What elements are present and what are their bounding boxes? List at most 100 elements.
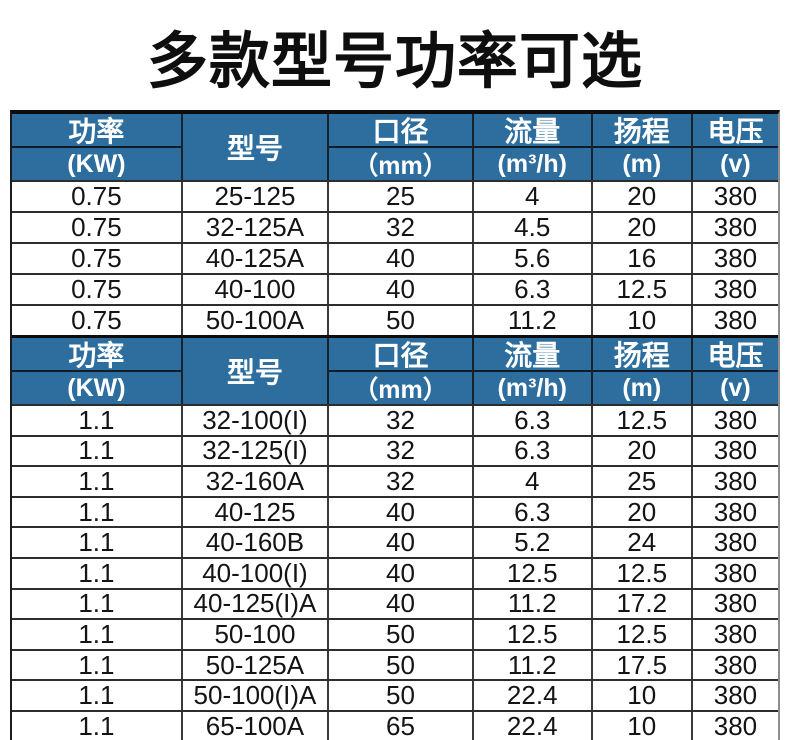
cell-diameter: 40: [329, 274, 474, 304]
cell-power: 0.75: [12, 212, 183, 242]
cell-voltage: 380: [713, 710, 758, 740]
header-unit-flow: (m³/h): [497, 373, 567, 402]
cell-head: 17.2: [593, 588, 693, 618]
header-cell-head: 扬程 (m): [592, 114, 693, 180]
cell-voltage: 380: [713, 680, 758, 711]
table-header-1: 功率 (KW) 型号 口径 （mm） 流量 (m³/h) 扬程 (m) 电压 (v): [12, 335, 778, 404]
cell-voltage: 380: [713, 212, 758, 242]
cell-model: 40-160B: [183, 527, 330, 557]
cell-model: 40-125A: [183, 243, 330, 273]
cell-power: 1.1: [12, 405, 183, 435]
cell-flow: 4: [474, 181, 593, 211]
cell-diameter: 25: [329, 181, 474, 211]
cell-model: 50-100(I)A: [183, 680, 330, 710]
cell-power: 1.1: [12, 711, 183, 740]
header-unit-voltage: (v): [720, 373, 751, 402]
table-section-0: 0.75 25-125 25 4 20 380 0.75 32-125A 32 4.5 20 380 0…: [12, 180, 778, 335]
cell-flow: 4: [474, 466, 593, 496]
header-label-model: 型号: [226, 133, 283, 164]
cell-model: 40-125: [183, 497, 330, 527]
header-cell-flow: 流量 (m³/h): [473, 338, 593, 404]
header-unit-head: (m): [622, 149, 662, 178]
cell-flow: 6.3: [474, 405, 593, 435]
cell-voltage: 380: [713, 435, 758, 466]
cell-model: 32-125(I): [183, 435, 330, 465]
cell-diameter: 32: [329, 212, 474, 242]
header-unit-power: (KW): [67, 373, 126, 402]
cell-diameter: 40: [329, 497, 474, 527]
cell-diameter: 40: [329, 527, 474, 557]
table-row: 1.1 50-100(I)A 50 22.4 10 380: [12, 679, 778, 710]
cell-power: 1.1: [12, 680, 183, 710]
cell-flow: 4.5: [474, 212, 593, 242]
cell-voltage: 380: [713, 557, 758, 588]
table-row: 1.1 50-100 50 12.5 12.5 380: [12, 618, 778, 649]
header-unit-flow: (m³/h): [497, 149, 567, 178]
header-label-diameter: 口径: [329, 114, 472, 148]
cell-flow: 22.4: [474, 711, 593, 740]
header-label-flow: 流量: [473, 114, 591, 148]
cell-power: 0.75: [12, 181, 183, 211]
table-row: 1.1 40-100(I) 40 12.5 12.5 380: [12, 556, 778, 588]
header-cell-voltage: 电压 (v): [692, 114, 778, 180]
cell-power: 1.1: [12, 619, 183, 649]
cell-head: 20: [593, 497, 693, 527]
cell-voltage: 380: [713, 465, 758, 496]
cell-head: 12.5: [593, 558, 693, 588]
table-row: 1.1 65-100A 65 22.4 10 380: [12, 709, 778, 740]
table-row: 1.1 32-125(I) 32 6.3 20 380: [12, 434, 778, 466]
cell-power: 1.1: [12, 650, 183, 680]
header-cell-model: 型号: [183, 338, 330, 404]
header-label-voltage: 电压: [692, 338, 778, 372]
cell-model: 40-125(I)A: [183, 588, 330, 618]
header-cell-diameter: 口径 （mm）: [329, 338, 474, 404]
cell-model: 32-125A: [183, 212, 330, 242]
cell-flow: 6.3: [474, 497, 593, 527]
cell-voltage: 380: [713, 404, 758, 435]
table-row: 0.75 50-100A 50 11.2 10 380: [12, 304, 778, 335]
cell-head: 10: [593, 305, 693, 335]
cell-diameter: 50: [329, 680, 474, 710]
cell-model: 50-100A: [183, 305, 330, 335]
cell-voltage: 380: [713, 181, 758, 211]
cell-head: 10: [593, 680, 693, 710]
cell-model: 32-100(I): [183, 405, 330, 435]
cell-power: 1.1: [12, 435, 183, 465]
header-unit-power: (KW): [67, 149, 126, 178]
cell-flow: 11.2: [474, 588, 593, 618]
header-unit-diameter: （mm）: [353, 376, 448, 404]
cell-flow: 5.2: [474, 527, 593, 557]
cell-model: 50-100: [183, 619, 330, 649]
header-unit-voltage: (v): [720, 149, 751, 178]
cell-head: 20: [593, 435, 693, 465]
cell-voltage: 380: [713, 243, 758, 273]
cell-flow: 5.6: [474, 243, 593, 273]
cell-diameter: 50: [329, 619, 474, 649]
header-unit-head: (m): [622, 373, 662, 402]
cell-head: 12.5: [593, 274, 693, 304]
table-row: 1.1 32-100(I) 32 6.3 12.5 380: [12, 404, 778, 435]
header-unit-diameter: （mm）: [353, 152, 448, 180]
cell-flow: 11.2: [474, 305, 593, 335]
cell-diameter: 50: [329, 650, 474, 680]
cell-power: 1.1: [12, 527, 183, 557]
cell-power: 0.75: [12, 243, 183, 273]
cell-power: 1.1: [12, 558, 183, 588]
header-cell-flow: 流量 (m³/h): [473, 114, 593, 180]
table-row: 0.75 40-125A 40 5.6 16 380: [12, 242, 778, 273]
cell-power: 1.1: [12, 588, 183, 618]
cell-voltage: 380: [713, 588, 758, 619]
header-cell-diameter: 口径 （mm）: [329, 114, 474, 180]
table-row: 1.1 40-160B 40 5.2 24 380: [12, 526, 778, 557]
cell-head: 24: [593, 527, 693, 557]
table-row: 0.75 40-100 40 6.3 12.5 380: [12, 273, 778, 304]
cell-head: 20: [593, 181, 693, 211]
cell-model: 32-160A: [183, 466, 330, 496]
header-cell-head: 扬程 (m): [592, 338, 693, 404]
header-label-power: 功率: [12, 114, 181, 148]
cell-model: 25-125: [183, 181, 330, 211]
table-row: 1.1 50-125A 50 11.2 17.5 380: [12, 648, 778, 680]
header-label-flow: 流量: [473, 338, 591, 372]
cell-voltage: 380: [713, 527, 758, 558]
